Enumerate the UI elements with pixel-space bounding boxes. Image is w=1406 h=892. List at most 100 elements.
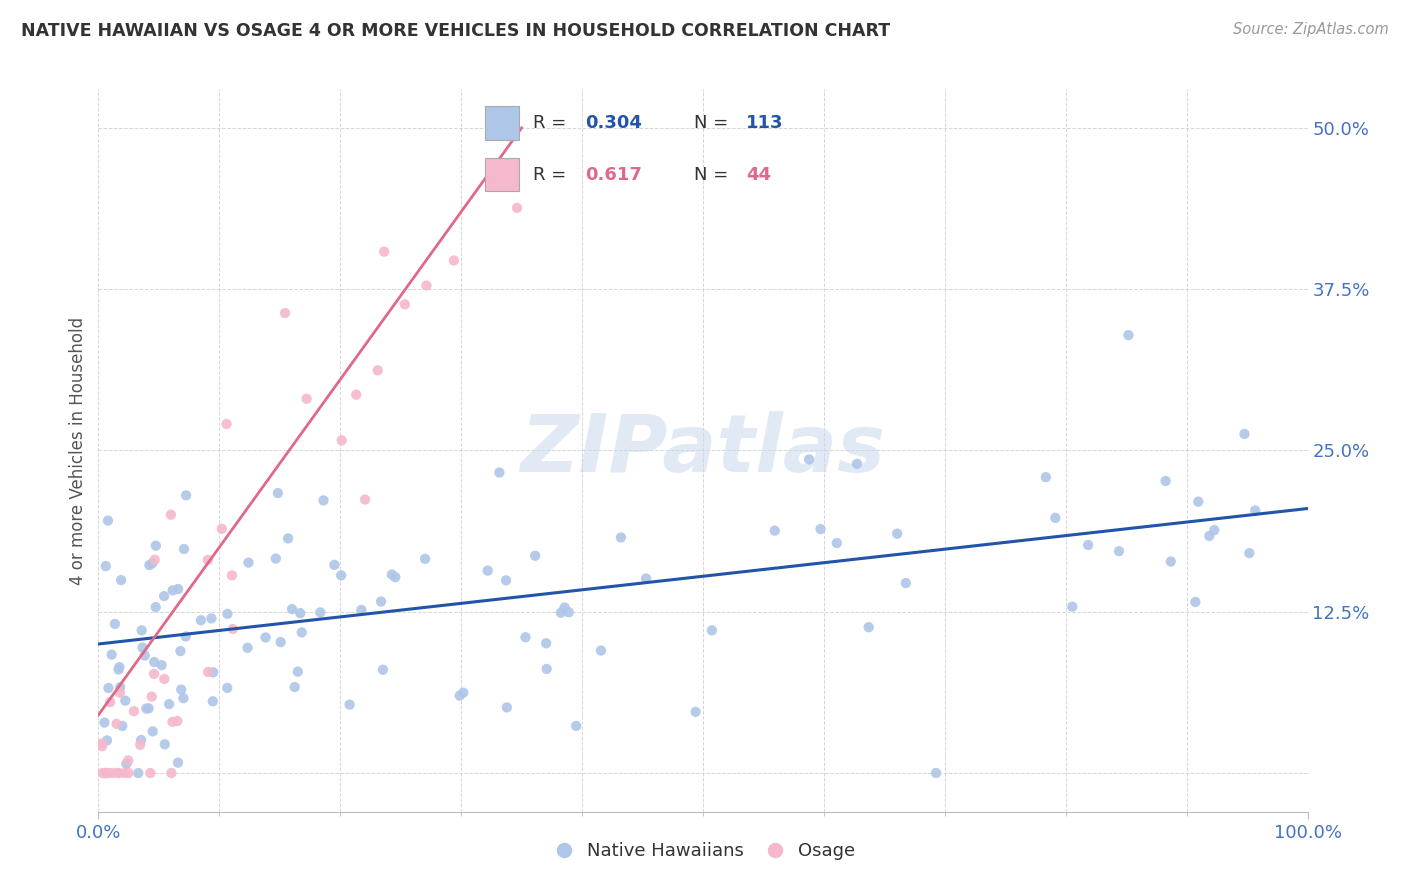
Point <box>138 558 160 573</box>
Point <box>93 766 115 780</box>
Text: R =: R = <box>533 114 571 132</box>
Point <box>91 739 114 754</box>
Point <box>114 766 136 780</box>
Point <box>131 640 153 655</box>
Point <box>536 662 558 676</box>
Point <box>94 766 117 780</box>
Point <box>477 564 499 578</box>
Point <box>281 602 304 616</box>
Point <box>91 736 114 750</box>
Point <box>1062 599 1084 614</box>
Point <box>797 452 820 467</box>
Point <box>197 665 219 679</box>
Point <box>162 583 184 598</box>
Point <box>110 573 132 587</box>
Point <box>515 630 537 644</box>
Point <box>217 681 239 695</box>
Point <box>264 551 287 566</box>
Text: NATIVE HAWAIIAN VS OSAGE 4 OR MORE VEHICLES IN HOUSEHOLD CORRELATION CHART: NATIVE HAWAIIAN VS OSAGE 4 OR MORE VEHIC… <box>21 22 890 40</box>
Point <box>173 541 195 556</box>
Point <box>565 719 588 733</box>
Point <box>122 704 145 718</box>
Point <box>550 606 572 620</box>
Point <box>201 694 224 708</box>
Point <box>105 716 128 731</box>
Point <box>211 522 233 536</box>
Point <box>145 539 167 553</box>
Point <box>284 680 307 694</box>
Text: Source: ZipAtlas.com: Source: ZipAtlas.com <box>1233 22 1389 37</box>
Point <box>449 689 471 703</box>
Text: N =: N = <box>693 166 734 184</box>
Point <box>145 600 167 615</box>
Point <box>104 616 127 631</box>
Point <box>925 766 948 780</box>
Point <box>141 690 163 704</box>
Point <box>160 766 183 780</box>
Point <box>1204 523 1226 537</box>
Point <box>111 719 134 733</box>
Point <box>97 514 120 528</box>
Point <box>170 682 193 697</box>
Point <box>238 556 260 570</box>
Point <box>371 663 394 677</box>
Point <box>134 648 156 663</box>
Text: N =: N = <box>693 114 734 132</box>
Point <box>169 644 191 658</box>
Point <box>143 666 166 681</box>
Point <box>172 691 194 706</box>
Point <box>350 603 373 617</box>
Point <box>174 629 197 643</box>
Point <box>685 705 707 719</box>
Point <box>1035 470 1057 484</box>
Point <box>202 665 225 680</box>
Point <box>886 526 908 541</box>
Bar <box>485 106 519 140</box>
Point <box>153 737 176 751</box>
Point <box>167 582 190 596</box>
Point <box>129 738 152 752</box>
Point <box>190 613 212 627</box>
Point <box>763 524 786 538</box>
Point <box>413 551 436 566</box>
Point <box>197 553 219 567</box>
Point <box>858 620 880 634</box>
Point <box>174 488 197 502</box>
Point <box>825 536 848 550</box>
Point <box>221 568 243 582</box>
Point <box>91 766 114 780</box>
Point <box>636 572 658 586</box>
Point <box>94 766 117 780</box>
Point <box>810 522 832 536</box>
Point <box>117 753 139 767</box>
Point <box>339 698 361 712</box>
Point <box>142 724 165 739</box>
Point <box>101 766 124 780</box>
Text: ZIPatlas: ZIPatlas <box>520 411 886 490</box>
Bar <box>485 158 519 192</box>
Point <box>96 733 118 747</box>
Point <box>1077 538 1099 552</box>
Point <box>384 570 406 584</box>
Point <box>167 756 190 770</box>
Point <box>162 714 184 729</box>
Point <box>215 417 238 431</box>
Point <box>143 655 166 669</box>
Point <box>1045 511 1067 525</box>
Legend: Native Hawaiians, Osage: Native Hawaiians, Osage <box>544 834 862 868</box>
Point <box>108 766 131 780</box>
Text: 44: 44 <box>745 166 770 184</box>
Point <box>254 631 277 645</box>
Point <box>138 701 160 715</box>
Point <box>153 589 176 603</box>
Point <box>589 643 612 657</box>
Point <box>166 714 188 728</box>
Y-axis label: 4 or more Vehicles in Household: 4 or more Vehicles in Household <box>69 317 87 584</box>
Point <box>153 672 176 686</box>
Point <box>267 486 290 500</box>
Point <box>135 701 157 715</box>
Point <box>610 531 633 545</box>
Point <box>312 493 335 508</box>
Point <box>114 693 136 707</box>
Point <box>108 660 131 674</box>
